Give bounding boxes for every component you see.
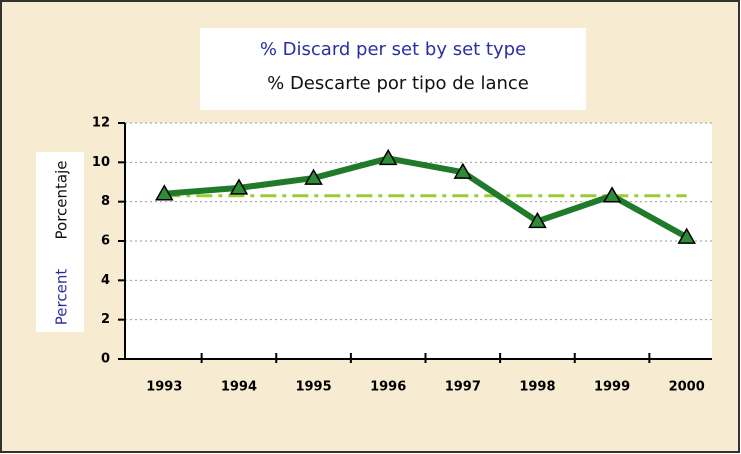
y-tick-label: 12 bbox=[92, 116, 110, 131]
marker bbox=[453, 162, 473, 179]
marker bbox=[229, 178, 249, 195]
y-label-box bbox=[36, 152, 84, 332]
x-tick-label: 1997 bbox=[445, 380, 481, 395]
x-tick-label: 1993 bbox=[146, 380, 182, 395]
marker bbox=[602, 186, 622, 203]
y-tick-label: 8 bbox=[101, 194, 110, 209]
y-axis-label: Percent bbox=[53, 269, 71, 326]
marker bbox=[677, 227, 696, 244]
title-box bbox=[200, 28, 586, 110]
chart-subtitle: % Descarte por tipo de lance bbox=[267, 73, 529, 94]
marker bbox=[378, 148, 398, 166]
marker bbox=[528, 211, 547, 229]
y-tick-label: 10 bbox=[92, 155, 110, 170]
x-tick-label: 1994 bbox=[221, 380, 257, 395]
x-tick-label: 1995 bbox=[295, 380, 331, 395]
y-tick-label: 6 bbox=[101, 234, 110, 249]
x-tick-label: 1996 bbox=[370, 380, 406, 395]
y-tick-label: 0 bbox=[101, 352, 110, 367]
chart-title: % Discard per set by set type bbox=[260, 39, 526, 60]
y-axis-label: Porcentaje bbox=[53, 161, 71, 240]
y-tick-label: 2 bbox=[101, 312, 110, 327]
x-tick-label: 2000 bbox=[669, 380, 705, 395]
marker bbox=[304, 168, 323, 185]
data-line bbox=[164, 155, 689, 240]
y-tick-label: 4 bbox=[101, 273, 110, 288]
plot-area bbox=[125, 123, 712, 359]
x-tick-label: 1998 bbox=[519, 380, 555, 395]
x-tick-label: 1999 bbox=[594, 380, 630, 395]
marker bbox=[155, 184, 174, 201]
